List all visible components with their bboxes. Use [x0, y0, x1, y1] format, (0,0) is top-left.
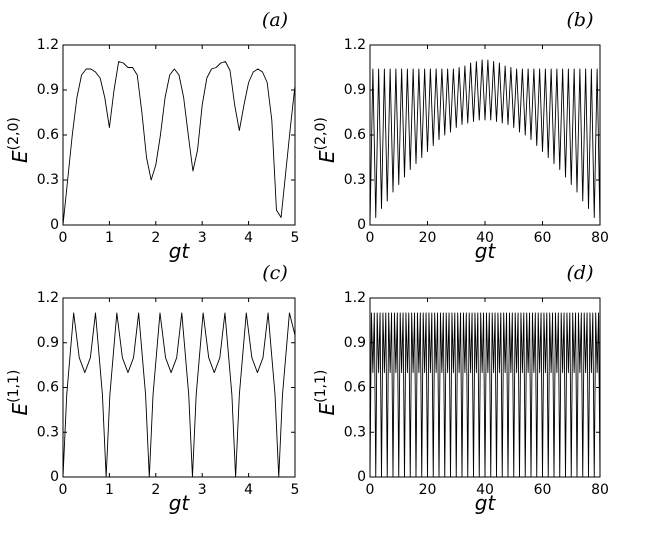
- panel-tag: (c): [262, 262, 287, 284]
- x-tick-label: 40: [476, 482, 494, 498]
- y-tick-label: 0: [50, 217, 59, 233]
- y-axis-label-main: E: [315, 150, 339, 163]
- x-tick-label: 0: [59, 230, 68, 246]
- x-axis-label: gt: [169, 239, 191, 263]
- y-tick-label: 0.9: [344, 335, 366, 351]
- y-axis-label-main: E: [8, 150, 32, 163]
- y-axis-label: E(1,1): [313, 370, 339, 416]
- y-tick-label: 0.6: [37, 127, 59, 143]
- data-line: [370, 59, 600, 225]
- y-tick-label: 0.9: [37, 82, 59, 98]
- x-axis-label: gt: [169, 491, 191, 515]
- y-tick-label: 1.2: [37, 290, 59, 306]
- y-axis-label-superscript: (2,0): [313, 117, 329, 150]
- data-line: [370, 312, 600, 477]
- x-tick-label: 60: [534, 230, 552, 246]
- x-axis-label: gt: [475, 239, 497, 263]
- x-tick-label: 80: [591, 482, 609, 498]
- plot-area: [370, 59, 600, 225]
- data-line: [63, 312, 295, 477]
- y-tick-label: 0: [357, 469, 366, 485]
- y-tick-label: 0.6: [344, 127, 366, 143]
- panel-tag: (a): [262, 9, 288, 31]
- y-axis-label: E(2,0): [313, 117, 339, 163]
- x-tick-label: 20: [419, 230, 437, 246]
- x-tick-label: 4: [244, 230, 253, 246]
- x-tick-label: 2: [151, 482, 160, 498]
- y-tick-label: 0.3: [37, 424, 59, 440]
- y-tick-label: 0.9: [344, 82, 366, 98]
- y-tick-label: 0.9: [37, 335, 59, 351]
- y-axis-label-superscript: (1,1): [313, 370, 329, 403]
- y-axis-label-superscript: (1,1): [6, 370, 22, 403]
- y-tick-label: 0.3: [344, 424, 366, 440]
- x-tick-label: 0: [366, 230, 375, 246]
- axes-frame: [369, 44, 601, 226]
- x-tick-label: 0: [59, 482, 68, 498]
- y-tick-label: 0.3: [344, 172, 366, 188]
- x-tick-label: 5: [291, 230, 300, 246]
- panel-tag: (d): [567, 262, 594, 284]
- x-tick-label: 1: [105, 230, 114, 246]
- x-axis-label: gt: [475, 491, 497, 515]
- y-axis-label-main: E: [8, 403, 32, 416]
- y-tick-label: 0.6: [344, 380, 366, 396]
- x-tick-label: 40: [476, 230, 494, 246]
- y-tick-label: 0.6: [37, 380, 59, 396]
- panel: 0 20 40 60 80 0 0.3 0.6 0.9 1.2 gt E(2,0) (b): [313, 9, 609, 263]
- y-tick-label: 1.2: [37, 37, 59, 53]
- x-tick-label: 2: [151, 230, 160, 246]
- panel-tag: (b): [567, 9, 594, 31]
- y-tick-label: 0.3: [37, 172, 59, 188]
- x-tick-label: 20: [419, 482, 437, 498]
- data-line: [63, 61, 295, 225]
- y-tick-label: 1.2: [344, 290, 366, 306]
- panel: 0 20 40 60 80 0 0.3 0.6 0.9 1.2 gt E(1,1) (d): [313, 262, 609, 515]
- y-axis-label: E(1,1): [6, 370, 32, 416]
- y-axis-label-superscript: (2,0): [6, 117, 22, 150]
- panel: 0 1 2 3 4 5 0 0.3 0.6 0.9 1.2 gt E(1,1) (c): [6, 262, 299, 515]
- axes-frame: [62, 44, 296, 226]
- y-tick-label: 0: [50, 469, 59, 485]
- x-tick-label: 1: [105, 482, 114, 498]
- x-tick-label: 80: [591, 230, 609, 246]
- x-tick-label: 3: [198, 230, 207, 246]
- x-tick-label: 0: [366, 482, 375, 498]
- y-axis-label: E(2,0): [6, 117, 32, 163]
- x-tick-label: 60: [534, 482, 552, 498]
- x-tick-label: 5: [291, 482, 300, 498]
- y-tick-label: 0: [357, 217, 366, 233]
- panel: 0 1 2 3 4 5 0 0.3 0.6 0.9 1.2 gt E(2,0) (a): [6, 9, 299, 263]
- y-tick-label: 1.2: [344, 37, 366, 53]
- x-tick-label: 3: [198, 482, 207, 498]
- plot-area: [63, 61, 295, 225]
- plot-area: [370, 312, 600, 477]
- y-axis-label-main: E: [315, 403, 339, 416]
- plot-area: [63, 312, 295, 477]
- axes-frame: [62, 297, 296, 478]
- x-tick-label: 4: [244, 482, 253, 498]
